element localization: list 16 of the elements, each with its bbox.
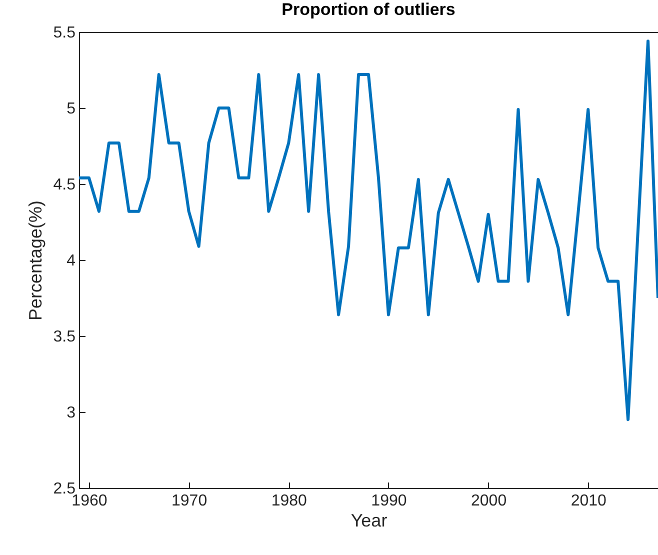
chart-title: Proportion of outliers (282, 0, 456, 19)
y-axis-title: Percentage(%) (25, 200, 46, 321)
y-tick-label: 3.5 (53, 328, 76, 346)
y-tick-label: 5 (66, 100, 76, 118)
x-tick-label: 1980 (271, 492, 308, 510)
x-tick-label: 2000 (470, 492, 507, 510)
y-tick-label: 4.5 (53, 176, 76, 194)
x-tick-label: 2010 (570, 492, 607, 510)
x-tick-label: 1990 (371, 492, 407, 510)
x-tick-label: 1970 (172, 492, 208, 510)
y-tick-label: 3 (66, 404, 76, 422)
x-axis-title: Year (350, 510, 388, 530)
line-series (79, 40, 658, 422)
y-tick-label: 5.5 (53, 24, 76, 42)
x-tick-label: 1960 (72, 492, 108, 510)
y-tick-label: 4 (66, 252, 76, 270)
